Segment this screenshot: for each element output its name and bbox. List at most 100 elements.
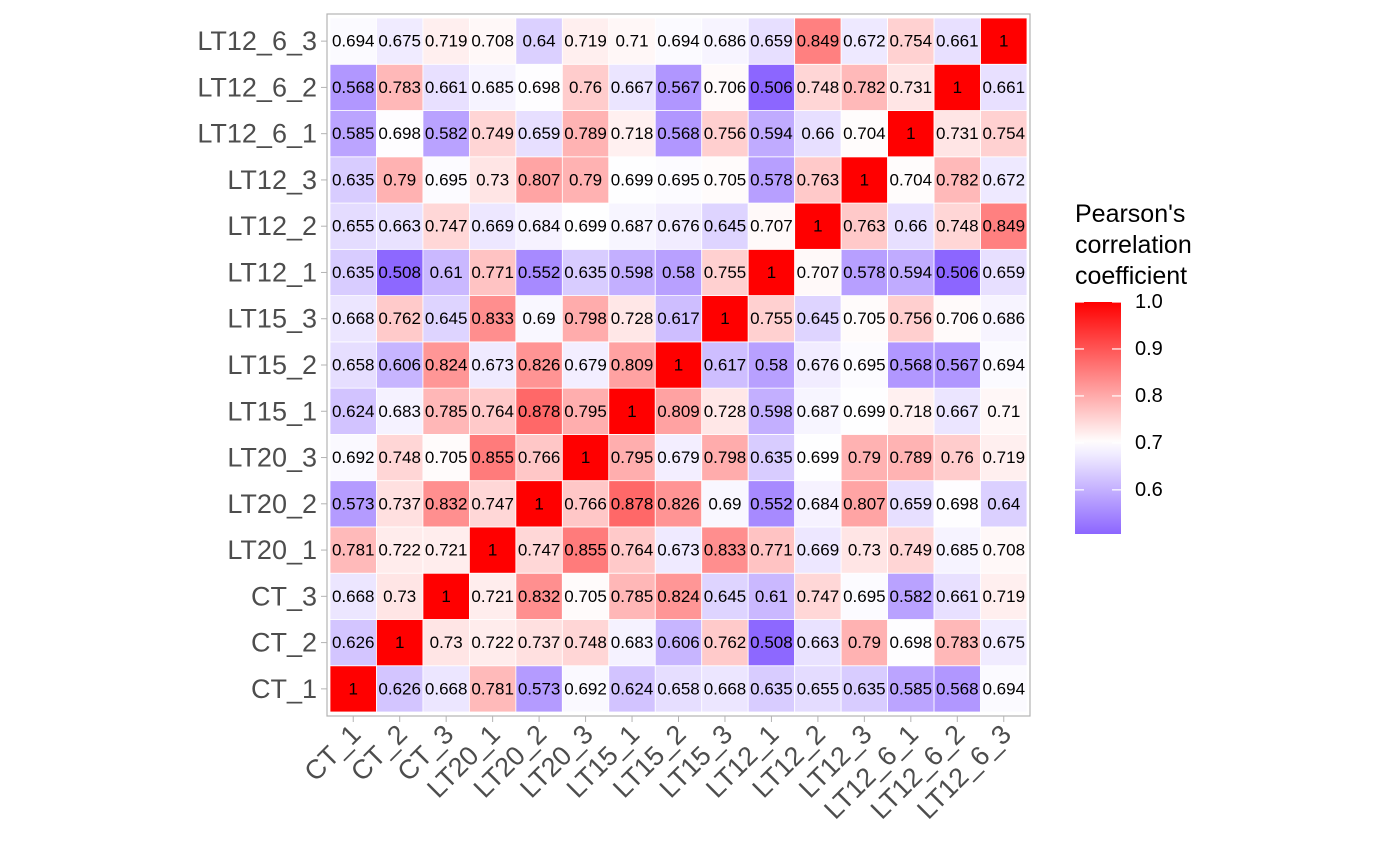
heatmap-cell-value: 0.763 xyxy=(843,217,886,236)
heatmap-cell xyxy=(840,156,889,204)
legend-title-line: Pearson's xyxy=(1075,200,1185,228)
heatmap-cell-value: 0.707 xyxy=(750,217,793,236)
heatmap-cell xyxy=(561,480,610,528)
heatmap-cell-value: 0.695 xyxy=(843,356,886,375)
legend-tick-label: 1.0 xyxy=(1135,291,1163,313)
heatmap-cell-value: 0.719 xyxy=(425,32,468,51)
legend-tick-label: 0.8 xyxy=(1135,385,1163,407)
heatmap-cell-value: 0.668 xyxy=(704,679,747,698)
heatmap-cell-value: 0.809 xyxy=(611,356,654,375)
heatmap-cell xyxy=(561,433,610,482)
heatmap-cell-value: 0.685 xyxy=(471,78,514,97)
heatmap-cell-value: 0.763 xyxy=(797,170,840,189)
heatmap-cell-value: 0.582 xyxy=(890,587,933,606)
heatmap-cell xyxy=(794,341,842,389)
heatmap-cell-value: 0.676 xyxy=(797,356,840,375)
heatmap-cell xyxy=(515,387,563,435)
heatmap-cell xyxy=(887,387,935,435)
heatmap-cell-value: 0.685 xyxy=(936,541,979,560)
legend-ticks: 1.0 0.9 0.8 0.7 0.6 xyxy=(1075,291,1163,501)
heatmap-cell-value: 0.849 xyxy=(797,32,840,51)
x-axis-ticks: CT_1CT_2CT_3LT20_1LT20_2LT20_3LT15_1LT15… xyxy=(299,716,1017,825)
heatmap-cell xyxy=(654,387,703,435)
heatmap-cell xyxy=(980,17,1028,65)
heatmap-cell-value: 0.749 xyxy=(890,541,933,560)
heatmap-cell xyxy=(933,480,981,528)
heatmap-cell xyxy=(840,295,889,343)
heatmap-cell xyxy=(933,295,981,343)
heatmap-cell xyxy=(329,387,377,435)
heatmap-cell-value: 1 xyxy=(720,309,729,328)
heatmap-cell xyxy=(980,341,1028,389)
heatmap-cell xyxy=(376,110,424,158)
heatmap-cell-value: 0.668 xyxy=(332,587,375,606)
heatmap-cell-value: 0.506 xyxy=(750,78,793,97)
heatmap-cell-value: 0.699 xyxy=(564,217,607,236)
heatmap-cell xyxy=(887,156,935,204)
heatmap-cell-value: 0.737 xyxy=(378,494,421,513)
heatmap-cell xyxy=(376,156,424,204)
heatmap-cell-value: 0.832 xyxy=(425,494,468,513)
heatmap-cell xyxy=(515,202,563,250)
heatmap-cell-value: 1 xyxy=(674,356,683,375)
heatmap-cell-value: 0.655 xyxy=(332,217,375,236)
heatmap-cell-value: 0.667 xyxy=(936,402,979,421)
heatmap-cell xyxy=(794,433,842,482)
heatmap-cell-value: 0.706 xyxy=(704,78,747,97)
heatmap-cell-value: 0.766 xyxy=(564,494,607,513)
heatmap-cell-value: 0.692 xyxy=(332,448,375,467)
heatmap-cell-value: 0.737 xyxy=(518,633,561,652)
y-tick-label: LT20_1 xyxy=(227,535,317,565)
heatmap-cell-value: 0.719 xyxy=(982,448,1025,467)
heatmap-cell-value: 0.71 xyxy=(615,32,648,51)
heatmap-cell-value: 0.699 xyxy=(797,448,840,467)
heatmap-cell-value: 0.747 xyxy=(797,587,840,606)
heatmap-cell xyxy=(561,572,610,620)
heatmap-cell xyxy=(980,202,1028,250)
heatmap-cell xyxy=(887,248,935,296)
heatmap-cell-value: 0.705 xyxy=(425,448,468,467)
heatmap-cell xyxy=(747,341,796,389)
heatmap-cell-value: 0.61 xyxy=(430,263,463,282)
heatmap-cell-value: 0.669 xyxy=(471,217,514,236)
heatmap-cell-value: 0.73 xyxy=(848,541,881,560)
heatmap-cell xyxy=(887,433,935,482)
legend-title-line: coefficient xyxy=(1075,262,1187,290)
heatmap-cell xyxy=(561,387,610,435)
heatmap-cell xyxy=(422,17,470,65)
y-tick-label: LT15_2 xyxy=(227,350,317,380)
heatmap-cell-value: 0.707 xyxy=(797,263,840,282)
heatmap-cell xyxy=(980,156,1028,204)
heatmap-cell-value: 1 xyxy=(395,633,404,652)
heatmap-cell xyxy=(654,110,703,158)
heatmap-cell-value: 0.76 xyxy=(941,448,974,467)
heatmap-cell-value: 1 xyxy=(348,679,357,698)
heatmap-cell xyxy=(376,480,424,528)
heatmap-cell-value: 0.721 xyxy=(425,541,468,560)
y-tick-label: CT_1 xyxy=(251,674,317,704)
heatmap-cell-value: 0.645 xyxy=(797,309,840,328)
heatmap-cell-value: 0.704 xyxy=(890,170,933,189)
heatmap-cell xyxy=(376,526,424,574)
heatmap-cell xyxy=(980,619,1028,667)
heatmap-cell-value: 0.704 xyxy=(843,124,886,143)
heatmap-cell-value: 0.635 xyxy=(332,170,375,189)
heatmap-cell-value: 0.706 xyxy=(936,309,979,328)
heatmap-cell xyxy=(747,387,796,435)
heatmap-cell xyxy=(840,248,889,296)
heatmap-cell-value: 0.731 xyxy=(936,124,979,143)
heatmap-cell-value: 0.747 xyxy=(425,217,468,236)
heatmap-cell-value: 0.708 xyxy=(982,541,1025,560)
heatmap-cell xyxy=(608,665,656,713)
heatmap-cell-value: 0.568 xyxy=(332,78,375,97)
heatmap-cell-labels: 1 0.626 0.668 0.781 0.573 0.692 0.624 0.658 0.66… xyxy=(332,32,1025,699)
heatmap-cell-value: 0.781 xyxy=(332,541,375,560)
heatmap-cell-value: 0.552 xyxy=(750,494,793,513)
heatmap-cell xyxy=(422,110,470,158)
heatmap-cell xyxy=(561,665,610,713)
heatmap-cell-value: 0.567 xyxy=(657,78,700,97)
heatmap-cell xyxy=(887,63,935,111)
heatmap-cell-value: 0.764 xyxy=(611,541,654,560)
heatmap-cell-value: 0.795 xyxy=(564,402,607,421)
heatmap-cell xyxy=(329,17,377,65)
